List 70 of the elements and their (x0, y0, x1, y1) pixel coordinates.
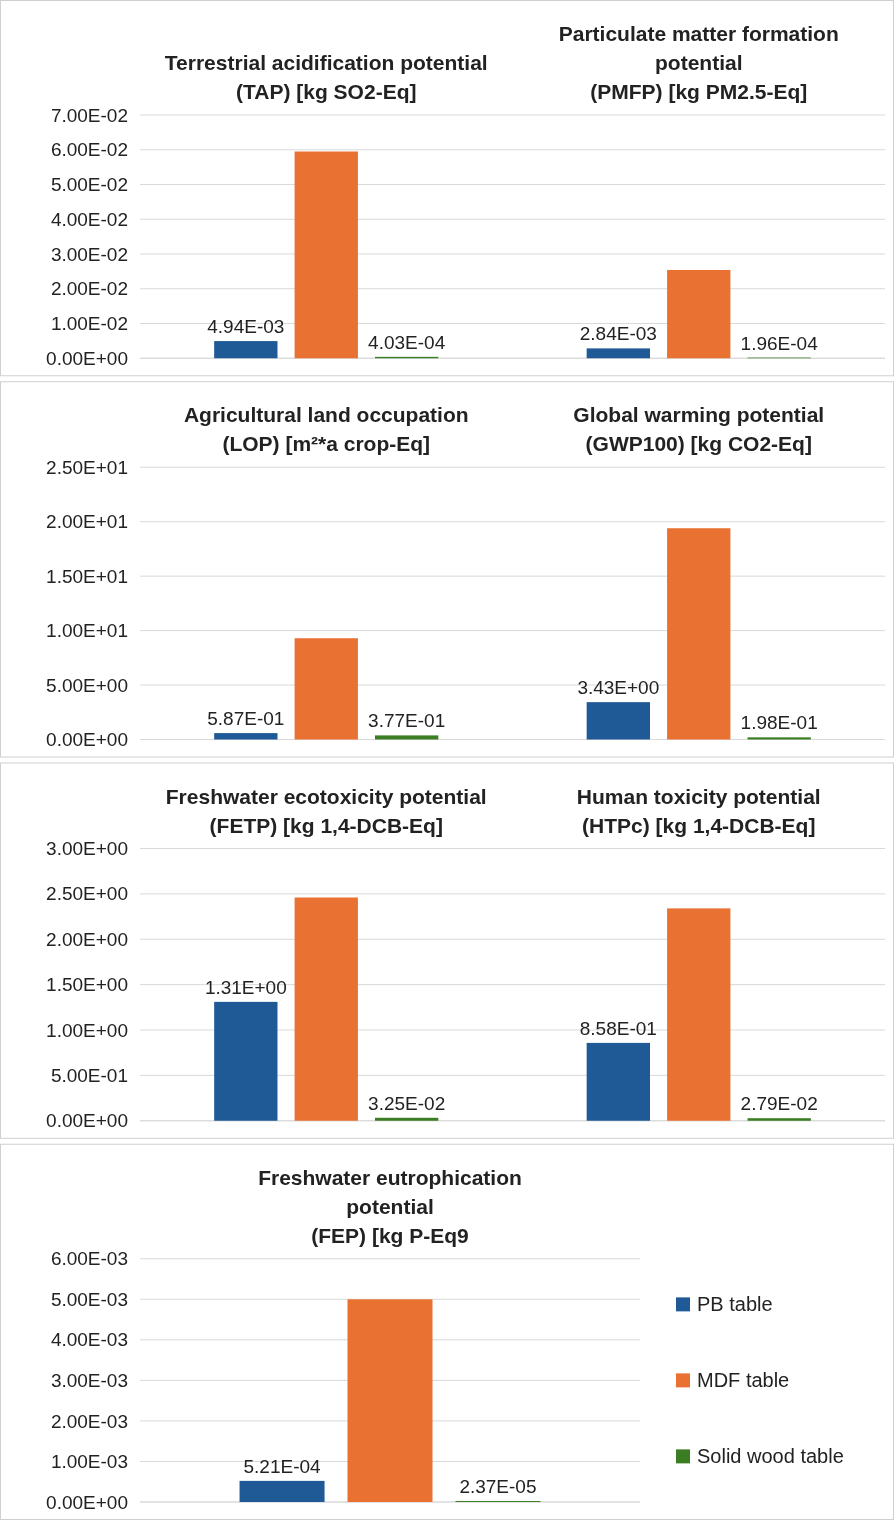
bar (667, 269, 731, 359)
data-label: 8.58E-01 (579, 1017, 657, 1039)
x-tick-label: Terrestrial acidification potential (TAP) [kg SO2-Eq] (164, 51, 488, 103)
legend-label: PB table (697, 1293, 773, 1316)
y-tick-label: 0.00E+00 (46, 729, 128, 751)
y-tick-label: 3.00E+00 (46, 838, 128, 860)
y-tick-label: 3.00E-02 (50, 243, 128, 265)
bar (747, 737, 811, 740)
y-tick-label: 0.00E+00 (46, 1110, 128, 1132)
y-tick-label: 7.00E-02 (50, 104, 128, 126)
data-label: 2.84E-03 (579, 323, 657, 345)
bar (586, 1042, 650, 1121)
bar (347, 1299, 433, 1502)
y-tick-label: 2.50E+00 (46, 883, 128, 905)
data-label: 1.31E+00 (204, 976, 287, 998)
bar (667, 528, 731, 740)
bar (586, 348, 650, 359)
data-label: 2.37E-05 (459, 1476, 537, 1498)
data-label: 2.79E-02 (740, 1093, 818, 1115)
y-tick-label: 0.00E+00 (46, 1491, 128, 1513)
y-tick-label: 1.00E-02 (50, 313, 128, 335)
y-tick-label: 2.00E+01 (46, 511, 128, 533)
bar (747, 1118, 811, 1121)
data-label: 3.77E-01 (368, 710, 446, 732)
y-tick-label: 2.50E+01 (46, 456, 128, 478)
bar (239, 1480, 325, 1502)
y-tick-label: 1.00E+01 (46, 620, 128, 642)
bar (214, 733, 278, 740)
x-tick-label: Global warming potential (GWP100) [kg CO2-Eq] (573, 403, 825, 456)
data-label: 3.43E+00 (577, 677, 660, 699)
x-tick-label: Particulate matter formation potential (PMFP) [kg PM2.5-Eq] (558, 22, 839, 103)
y-tick-label: 1.00E-03 (50, 1451, 128, 1473)
y-tick-label: 3.00E-03 (50, 1369, 128, 1391)
data-label: 1.98E-01 (740, 712, 818, 734)
y-tick-label: 1.00E+00 (46, 1019, 128, 1041)
y-tick-label: 2.00E-02 (50, 278, 128, 300)
bar (214, 1001, 278, 1121)
y-tick-label: 1.50E+01 (46, 565, 128, 587)
bar (586, 702, 650, 740)
data-label: 1.96E-04 (740, 332, 819, 354)
data-label: 5.87E-01 (207, 708, 285, 730)
y-tick-label: 5.00E+00 (46, 674, 128, 696)
data-label: 5.21E-04 (243, 1455, 322, 1477)
x-tick-label: Human toxicity potential (HTPc) [kg 1,4-DCB-Eq] (576, 784, 821, 837)
y-tick-label: 1.50E+00 (46, 974, 128, 996)
y-tick-label: 0.00E+00 (46, 347, 128, 369)
bar (375, 735, 439, 740)
y-tick-label: 5.00E-03 (50, 1288, 128, 1310)
legend-label: Solid wood table (697, 1445, 844, 1468)
y-tick-label: 4.00E-02 (50, 208, 128, 230)
x-tick-label: Freshwater ecotoxicity potential (FETP) [kg 1,4-DCB-Eq] (165, 784, 487, 837)
y-tick-label: 2.00E+00 (46, 928, 128, 950)
legend-label: MDF table (697, 1369, 790, 1392)
y-tick-label: 5.00E-02 (50, 174, 128, 196)
bar (294, 897, 358, 1121)
bar (214, 341, 278, 359)
data-label: 4.03E-04 (368, 331, 446, 353)
bar (294, 638, 358, 740)
x-tick-label: Freshwater eutrophication potential (FEP) [kg P-Eq9 (258, 1165, 522, 1247)
bar (294, 151, 358, 359)
y-tick-label: 6.00E-03 (50, 1248, 128, 1270)
x-tick-label: Agricultural land occupation (LOP) [m²*a crop-Eq] (183, 403, 469, 456)
y-tick-label: 5.00E-01 (50, 1064, 128, 1086)
y-tick-label: 4.00E-03 (50, 1329, 128, 1351)
data-label: 4.94E-03 (207, 316, 285, 338)
bar (375, 1117, 439, 1121)
y-tick-label: 2.00E-03 (50, 1410, 128, 1432)
data-label: 3.25E-02 (368, 1092, 446, 1114)
y-tick-label: 6.00E-02 (50, 139, 128, 161)
bar (667, 908, 731, 1121)
